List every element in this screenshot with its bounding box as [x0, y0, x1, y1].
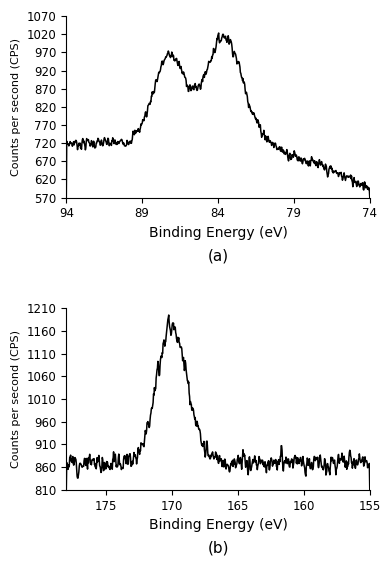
- Text: (a): (a): [207, 248, 229, 263]
- X-axis label: Binding Energy (eV): Binding Energy (eV): [149, 518, 287, 532]
- Y-axis label: Counts per second (CPS): Counts per second (CPS): [11, 330, 21, 468]
- X-axis label: Binding Energy (eV): Binding Energy (eV): [149, 226, 287, 240]
- Text: (b): (b): [207, 541, 229, 555]
- Y-axis label: Counts per second (CPS): Counts per second (CPS): [11, 38, 21, 176]
